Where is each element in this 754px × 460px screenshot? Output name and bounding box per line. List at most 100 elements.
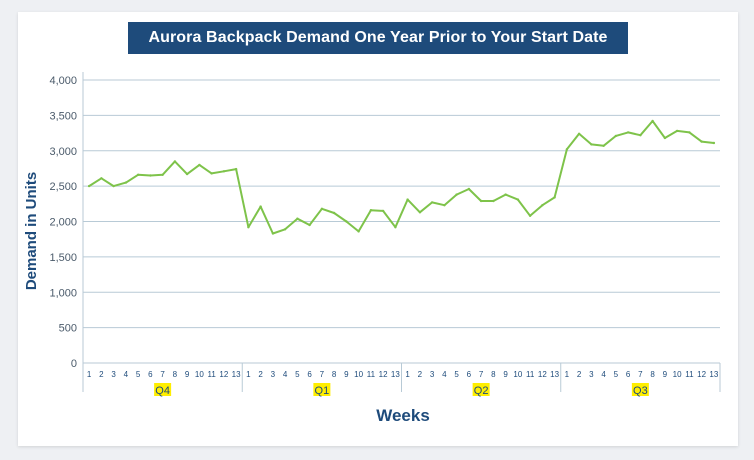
data-point — [430, 201, 434, 204]
week-tick-label: 12 — [697, 370, 706, 379]
chart-title: Aurora Backpack Demand One Year Prior to… — [148, 29, 608, 46]
quarter-highlight — [631, 383, 649, 396]
data-point — [565, 148, 569, 151]
data-point — [222, 170, 226, 173]
data-point — [651, 119, 654, 123]
data-point — [418, 211, 422, 214]
week-tick-label: 13 — [550, 370, 559, 379]
week-tick-label: 9 — [185, 370, 190, 379]
data-point — [626, 131, 630, 134]
quarter-highlight — [313, 383, 331, 396]
week-tick-label: 10 — [513, 370, 522, 379]
quarter-highlight — [472, 383, 490, 396]
week-tick-label: 11 — [526, 370, 535, 379]
week-tick-label: 1 — [87, 370, 92, 379]
y-tick-label: 2,500 — [49, 181, 77, 193]
chart-card — [18, 12, 738, 446]
data-point — [467, 187, 471, 191]
gridlines — [83, 79, 720, 364]
week-tick-label: 8 — [491, 370, 496, 379]
x-axis-label: Weeks — [376, 406, 430, 425]
chart-title-banner: Aurora Backpack Demand One Year Prior to… — [128, 22, 628, 54]
data-point — [663, 136, 667, 140]
week-tick-label: 11 — [207, 370, 216, 379]
data-point — [210, 172, 213, 175]
data-point — [590, 143, 593, 146]
data-point — [406, 198, 409, 201]
y-tick-label: 3,000 — [49, 146, 77, 158]
data-point — [357, 230, 360, 233]
data-point — [443, 204, 446, 207]
week-tick-label: 12 — [219, 370, 228, 379]
week-tick-label: 4 — [442, 370, 447, 379]
week-tick-label: 4 — [283, 370, 288, 379]
y-tick-label: 4,000 — [49, 75, 77, 87]
week-tick-label: 10 — [195, 370, 204, 379]
y-tick-label: 1,500 — [49, 252, 77, 264]
week-tick-label: 3 — [430, 370, 435, 379]
data-point — [479, 199, 483, 203]
week-tick-label: 13 — [709, 370, 718, 379]
week-tick-label: 8 — [173, 370, 178, 379]
data-point — [492, 199, 495, 203]
week-tick-label: 1 — [565, 370, 570, 379]
week-tick-label: 8 — [332, 370, 337, 379]
y-axis-ticks: 0 500 1,000 1,500 2,000 2,500 3,000 3,500 4,000 — [49, 75, 77, 370]
week-tick-label: 5 — [614, 370, 619, 379]
week-tick-label: 11 — [685, 370, 694, 379]
week-tick-label: 4 — [601, 370, 606, 379]
week-tick-label: 6 — [148, 370, 153, 379]
data-point — [614, 134, 618, 138]
data-point — [381, 209, 385, 213]
data-point — [394, 226, 397, 229]
week-tick-label: 10 — [354, 370, 363, 379]
week-tick-label: 1 — [246, 370, 251, 379]
data-point — [528, 214, 532, 217]
data-point — [639, 134, 642, 137]
data-point — [247, 226, 250, 229]
data-point — [271, 232, 275, 235]
data-point — [345, 220, 348, 223]
week-tick-label: 6 — [307, 370, 312, 379]
week-tick-label: 5 — [136, 370, 141, 379]
data-point — [296, 217, 299, 220]
week-tick-label: 3 — [589, 370, 594, 379]
week-tick-label: 11 — [367, 370, 376, 379]
week-tick-label: 2 — [258, 370, 263, 379]
week-tick-label: 3 — [271, 370, 276, 379]
week-tick-label: 9 — [344, 370, 349, 379]
week-tick-label: 1 — [405, 370, 410, 379]
week-tick-label: 2 — [99, 370, 104, 379]
data-point — [173, 160, 177, 163]
data-point — [308, 223, 311, 227]
data-point — [504, 193, 507, 196]
week-tick-label: 12 — [379, 370, 388, 379]
data-point — [185, 172, 189, 176]
data-point — [369, 209, 373, 212]
data-point — [124, 181, 128, 184]
data-point — [259, 205, 262, 208]
data-point — [700, 140, 703, 143]
data-point — [87, 184, 91, 188]
data-point — [516, 198, 520, 201]
week-tick-label: 13 — [391, 370, 400, 379]
week-tick-label: 7 — [638, 370, 643, 379]
week-tick-label: 5 — [295, 370, 300, 379]
data-point — [577, 132, 581, 135]
data-point — [100, 177, 103, 180]
week-tick-label: 7 — [160, 370, 165, 379]
week-tick-label: 5 — [454, 370, 459, 379]
week-tick-label: 7 — [320, 370, 325, 379]
data-point — [602, 144, 605, 147]
week-tick-label: 10 — [673, 370, 682, 379]
data-point — [198, 163, 201, 167]
week-tick-label: 2 — [577, 370, 582, 379]
series-layer — [87, 119, 716, 235]
week-tick-label: 6 — [626, 370, 631, 379]
week-tick-label: 13 — [232, 370, 241, 379]
data-point — [112, 184, 115, 188]
y-axis-label: Demand in Units — [23, 172, 40, 290]
week-tick-label: 6 — [467, 370, 472, 379]
data-point — [332, 211, 336, 215]
